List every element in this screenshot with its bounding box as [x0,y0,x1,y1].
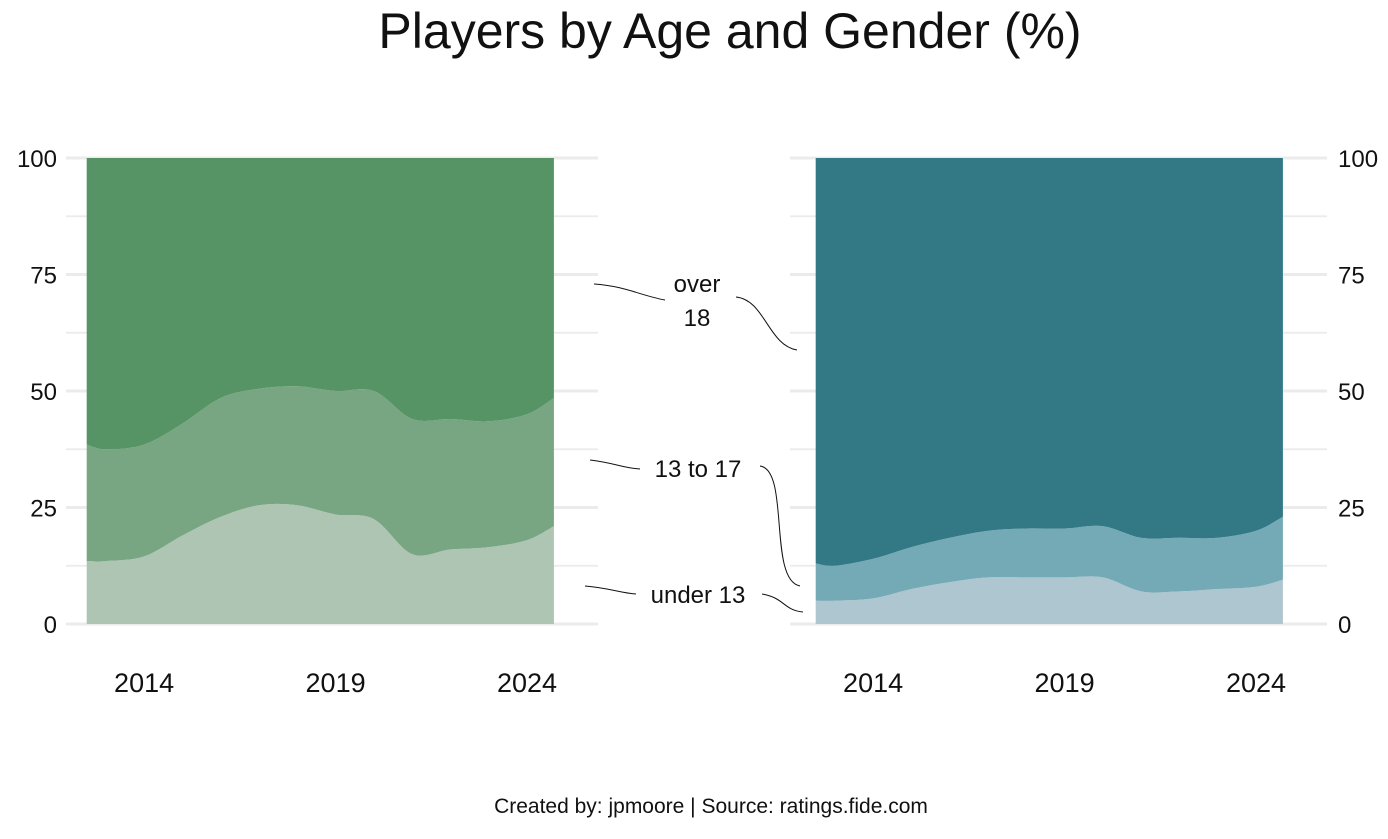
area-under-13-panel2 [815,576,1283,624]
axis-labels: 0 25 50 75 100 2014 2019 2024 0 25 50 75 100 2014 2019… [17,146,1378,698]
y-tick-label: 50 [30,379,57,406]
y-tick-label: 0 [1338,612,1351,639]
x-tick-label: 2019 [1035,668,1095,698]
connector-13to17-left [589,459,641,470]
area-layers [86,158,1283,624]
connector-over18-left [593,283,666,301]
label-13to17: 13 to 17 [655,456,742,483]
chart-caption: Created by: jpmoore | Source: ratings.fi… [494,795,928,818]
connector-13to17-right [759,465,801,587]
area-over-18-panel1 [86,158,554,450]
y-tick-label: 100 [17,146,57,173]
area-13-to-17-panel2 [815,516,1283,601]
label-under13: under 13 [651,582,746,609]
x-tick-label: 2014 [843,668,903,698]
y-tick-label: 50 [1338,379,1365,406]
annotation-group: over 18 13 to 17 under 13 [584,271,804,613]
connector-under13-left [584,585,637,595]
x-tick-label: 2014 [114,668,174,698]
y-tick-label: 75 [1338,263,1365,290]
area-13-to-17-panel1 [86,386,554,562]
connector-over18-right [735,296,798,351]
y-tick-label: 75 [30,263,57,290]
connector-under13-right [761,593,804,613]
y-tick-label: 0 [44,612,57,639]
x-tick-label: 2024 [1226,668,1286,698]
chart-title: Players by Age and Gender (%) [378,3,1082,59]
label-over18-line1: over [674,271,721,298]
area-under-13-panel1 [86,503,554,624]
y-tick-label: 25 [30,496,57,523]
label-over18-line2: 18 [684,305,711,332]
x-tick-label: 2019 [306,668,366,698]
area-over-18-panel2 [815,158,1283,566]
x-tick-label: 2024 [497,668,557,698]
y-tick-label: 100 [1338,146,1378,173]
y-tick-label: 25 [1338,496,1365,523]
